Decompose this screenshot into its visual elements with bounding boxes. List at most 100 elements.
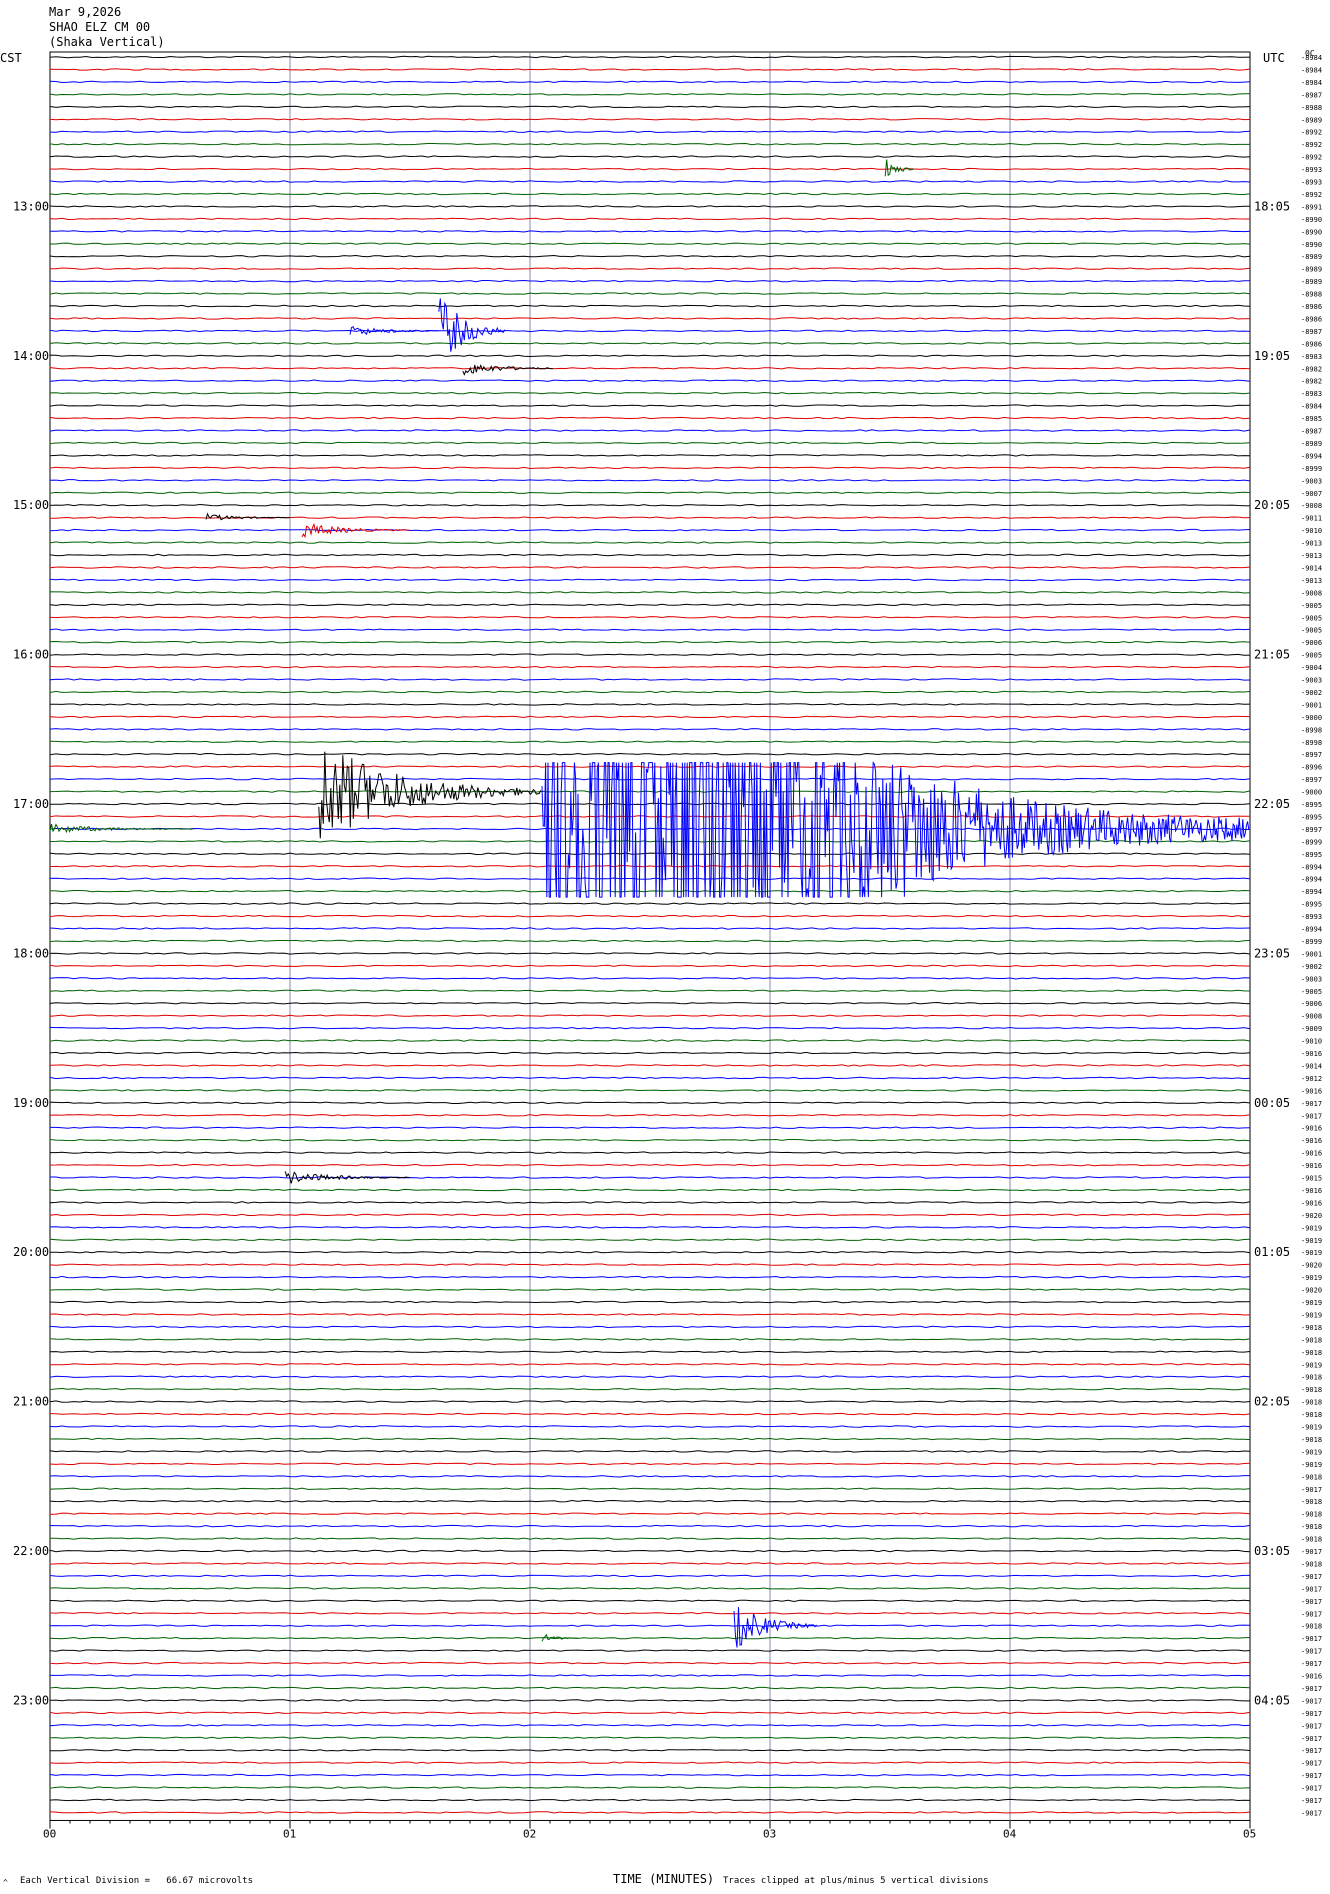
- trace-value-label: -8989: [1301, 266, 1322, 274]
- trace-value-label: -8989: [1301, 440, 1322, 448]
- trace-line: [49, 678, 1251, 681]
- trace-line: [49, 914, 1251, 918]
- trace-line: [49, 454, 1251, 457]
- trace-line: [49, 1487, 1251, 1490]
- trace-value-label: -9019: [1301, 1299, 1322, 1307]
- trace-value-label: -9017: [1301, 1722, 1322, 1730]
- trace-line: [49, 1811, 1251, 1814]
- trace-value-label: -9017: [1301, 1785, 1322, 1793]
- trace-line: [49, 68, 1251, 71]
- right-hour-label: 02:05: [1254, 1395, 1290, 1409]
- trace-value-label: -9017: [1301, 1685, 1322, 1693]
- trace-line: [49, 1201, 1251, 1204]
- trace-line: [49, 777, 1251, 781]
- trace-line: [49, 1612, 1251, 1615]
- trace-line: [49, 1026, 1251, 1030]
- trace-line: [49, 1176, 1251, 1179]
- trace-line: [49, 827, 1250, 831]
- trace-line: [49, 591, 1251, 594]
- trace-line: [49, 279, 1250, 283]
- trace-line: [49, 155, 1251, 158]
- trace-value-label: -9019: [1301, 1448, 1322, 1456]
- trace-value-label: -9019: [1301, 1461, 1322, 1469]
- trace-line: [49, 1126, 1251, 1129]
- trace-value-label: -8989: [1301, 278, 1322, 286]
- trace-line: [49, 1599, 1251, 1603]
- trace-value-label: -8991: [1301, 203, 1322, 211]
- trace-value-label: -9018: [1301, 1374, 1322, 1382]
- trace-value-label: -9005: [1301, 602, 1322, 610]
- trace-value-label: -9007: [1301, 490, 1322, 498]
- trace-line: [49, 1462, 1251, 1466]
- trace-value-label: -8992: [1301, 129, 1322, 137]
- trace-value-label: -9016: [1301, 1162, 1322, 1170]
- trace-line: [49, 441, 1251, 445]
- trace-value-label: -9017: [1301, 1112, 1322, 1120]
- trace-value-label: -8994: [1301, 452, 1322, 460]
- trace-value-label: -8993: [1301, 166, 1322, 174]
- trace-value-label: -9018: [1301, 1336, 1322, 1344]
- trace-line: [49, 118, 1251, 121]
- trace-line: [49, 1014, 1251, 1017]
- trace-line: [49, 304, 1251, 308]
- trace-value-label: -8998: [1301, 739, 1322, 747]
- trace-value-label: -9017: [1301, 1797, 1322, 1805]
- trace-value-label: -9018: [1301, 1386, 1322, 1394]
- trace-line: [49, 1064, 1251, 1067]
- right-hour-label: 01:05: [1254, 1245, 1290, 1259]
- trace-value-label: -9010: [1301, 1038, 1322, 1046]
- trace-line: [49, 1275, 1251, 1279]
- trace-value-label: -8997: [1301, 826, 1322, 834]
- trace-line: [49, 1350, 1251, 1354]
- trace-value-label: -8983: [1301, 353, 1322, 361]
- trace-line: [49, 379, 1251, 382]
- corner-mark: ^: [3, 1878, 8, 1887]
- trace-value-label: -8989: [1301, 116, 1322, 124]
- trace-value-label: -8992: [1301, 191, 1322, 199]
- trace-value-label: -8984: [1301, 79, 1322, 87]
- trace-value-label: -8994: [1301, 888, 1322, 896]
- trace-line: [49, 1263, 1251, 1266]
- left-hour-label: 22:00: [13, 1544, 49, 1558]
- trace-value-label: -9000: [1301, 714, 1322, 722]
- trace-line: [49, 1001, 1251, 1005]
- trace-value-label: -9019: [1301, 1361, 1322, 1369]
- trace-line: [49, 1437, 1251, 1441]
- event-burst: [318, 751, 542, 839]
- trace-line: [49, 1387, 1251, 1391]
- trace-value-label: -8995: [1301, 901, 1322, 909]
- trace-value-label: -9002: [1301, 689, 1322, 697]
- x-tick-label: 00: [43, 1827, 56, 1840]
- trace-line: [49, 1325, 1251, 1329]
- trace-line: [49, 1761, 1251, 1764]
- trace-value-label: -9016: [1301, 1150, 1322, 1158]
- right-hour-label: 00:05: [1254, 1096, 1290, 1110]
- trace-value-label: -9017: [1301, 1598, 1322, 1606]
- trace-line: [49, 1587, 1251, 1590]
- trace-value-label: -9016: [1301, 1125, 1322, 1133]
- right-hour-label: 22:05: [1254, 797, 1290, 811]
- right-hour-label: 20:05: [1254, 498, 1290, 512]
- event-burst: [541, 1633, 578, 1642]
- trace-value-label: -9017: [1301, 1585, 1322, 1593]
- trace-line: [49, 1699, 1250, 1702]
- trace-line: [49, 479, 1251, 482]
- trace-value-label: -9018: [1301, 1536, 1322, 1544]
- trace-line: [49, 640, 1251, 644]
- trace-value-label: -8987: [1301, 428, 1322, 436]
- trace-value-label: -8986: [1301, 303, 1322, 311]
- left-hour-label: 17:00: [13, 797, 49, 811]
- trace-value-label: -9016: [1301, 1137, 1322, 1145]
- trace-line: [49, 1163, 1251, 1167]
- trace-value-label: -9013: [1301, 577, 1322, 585]
- trace-line: [49, 1786, 1251, 1789]
- x-tick-label: 05: [1243, 1827, 1256, 1840]
- trace-value-label: -8982: [1301, 378, 1322, 386]
- left-hour-label: 21:00: [13, 1395, 49, 1409]
- trace-value-label: -9005: [1301, 988, 1322, 996]
- trace-value-label: -9016: [1301, 1199, 1322, 1207]
- right-top-code: 0C: [1305, 49, 1315, 58]
- trace-line: [49, 1524, 1251, 1528]
- trace-value-label: -9018: [1301, 1511, 1322, 1519]
- clip-note: Traces clipped at plus/minus 5 vertical …: [723, 1876, 989, 1886]
